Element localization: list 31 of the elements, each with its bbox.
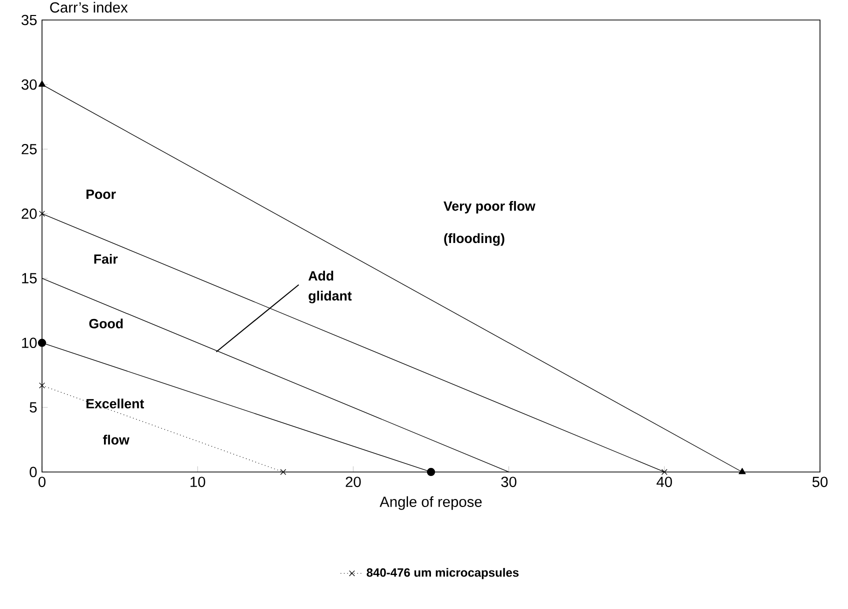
x-tick-label: 30 xyxy=(501,476,516,488)
legend-label: 840-476 um microcapsules xyxy=(366,568,519,580)
y-axis-title: Carr’s index xyxy=(50,2,128,13)
x-tick-label: 40 xyxy=(656,476,672,488)
y-tick-label: 15 xyxy=(22,273,37,284)
annotation: flow xyxy=(102,434,130,445)
y-tick-label: 35 xyxy=(22,14,37,26)
point xyxy=(426,468,436,476)
x-tick-label: 10 xyxy=(190,476,206,488)
point xyxy=(38,338,46,347)
annotation: Good xyxy=(89,318,123,328)
annotation: Poor xyxy=(86,190,116,199)
x-tick-label: 50 xyxy=(812,476,828,488)
y-tick-label: 20 xyxy=(22,208,37,219)
y-tick-label: 5 xyxy=(30,402,37,413)
x-tick-label: 20 xyxy=(346,476,361,488)
y-tick-label: 0 xyxy=(30,466,37,478)
annotation: Excellent xyxy=(86,398,144,408)
y-tick-label: 30 xyxy=(22,79,37,90)
annotation: Fair xyxy=(94,254,118,264)
y-tick-label: 10 xyxy=(22,338,37,348)
point xyxy=(39,382,45,388)
annotation: (flooding) xyxy=(444,233,504,246)
point xyxy=(39,210,45,217)
annotation: Very poor flow xyxy=(444,201,536,214)
point xyxy=(661,469,668,475)
y-tick-label: 25 xyxy=(22,144,37,154)
x-tick-label: 0 xyxy=(38,476,46,488)
x-axis-title: Angle of repose xyxy=(380,496,482,510)
point xyxy=(280,469,286,475)
annotation: Add glidant xyxy=(308,270,352,304)
